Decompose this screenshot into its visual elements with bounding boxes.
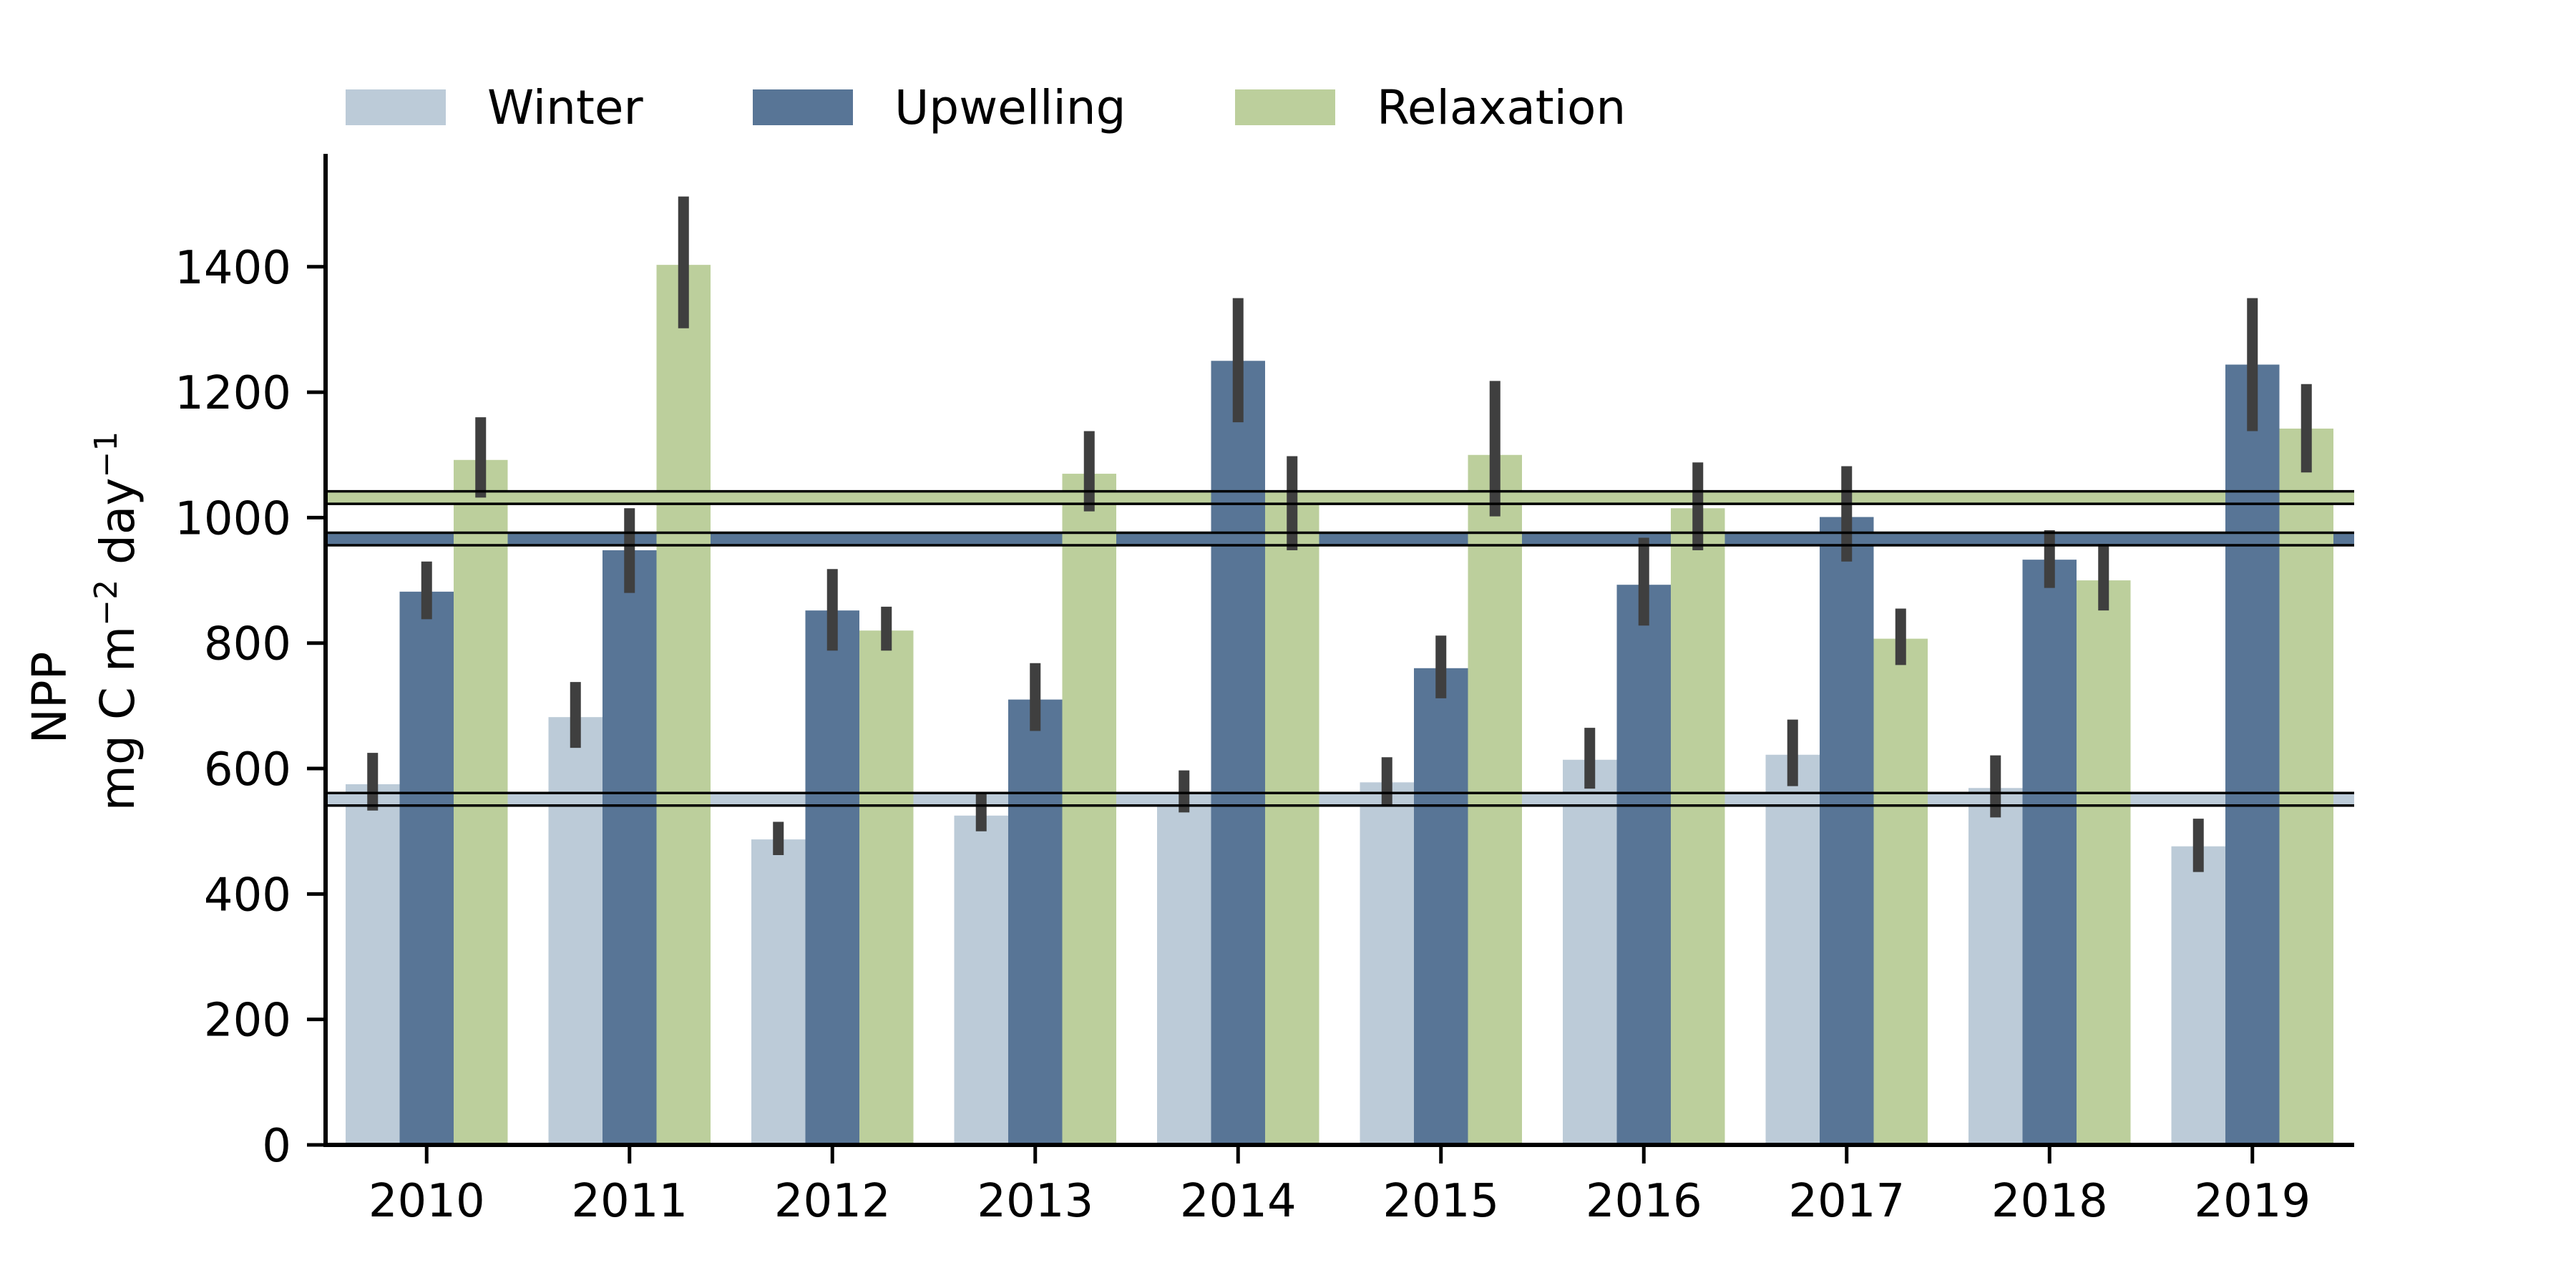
y-tick-label-200: 200 [204, 995, 291, 1048]
bar-upwelling-2019 [2225, 364, 2280, 1146]
x-tick-label-2019: 2019 [2194, 1175, 2311, 1228]
y-axis-label-line1: NPP [22, 652, 77, 744]
y-tick-label-1400: 1400 [175, 242, 291, 295]
legend-label-upwelling: Upwelling [894, 80, 1126, 135]
bar-relaxation-2019 [2279, 428, 2333, 1145]
y-axis-label-line2: mg C m−2 day−1 [88, 431, 145, 811]
x-ticks: 2010 2011 2012 2013 2014 2015 2016 2017 2018 2019 [369, 1145, 2311, 1228]
y-tick-label-600: 600 [204, 743, 291, 796]
legend-label-winter: Winter [487, 80, 643, 135]
bar-winter-2015 [1360, 782, 1414, 1145]
y-axis-label: NPP mg C m−2 day−1 [22, 431, 145, 811]
mean-band-relaxation [326, 491, 2354, 504]
legend-swatch-upwelling [753, 89, 853, 125]
bar-upwelling-2013 [1008, 699, 1063, 1145]
y-ticks: 0 200 400 600 800 1000 1200 1400 [175, 242, 326, 1173]
bar-relaxation-2017 [1873, 638, 1928, 1145]
bars [346, 265, 2333, 1146]
bar-winter-2013 [954, 815, 1008, 1145]
legend-swatch-relaxation [1235, 89, 1335, 125]
bar-upwelling-2016 [1616, 585, 1671, 1145]
x-tick-label-2012: 2012 [774, 1175, 891, 1228]
x-tick-label-2013: 2013 [977, 1175, 1093, 1228]
y-tick-label-400: 400 [204, 869, 291, 922]
x-tick-label-2017: 2017 [1788, 1175, 1905, 1228]
bar-relaxation-2010 [454, 459, 508, 1145]
bar-upwelling-2014 [1211, 361, 1265, 1145]
legend-label-relaxation: Relaxation [1377, 80, 1626, 135]
y-tick-label-1200: 1200 [175, 367, 291, 420]
mean-lines [326, 489, 2354, 807]
y-tick-label-800: 800 [204, 618, 291, 671]
bar-relaxation-2013 [1062, 474, 1116, 1145]
y-tick-label-1000: 1000 [175, 492, 291, 545]
x-tick-label-2010: 2010 [369, 1175, 485, 1228]
bar-winter-2017 [1765, 754, 1820, 1145]
y-tick-label-0: 0 [262, 1120, 291, 1173]
bar-upwelling-2011 [602, 550, 657, 1145]
bar-relaxation-2012 [859, 630, 914, 1145]
bar-winter-2010 [346, 784, 400, 1145]
legend: Winter Upwelling Relaxation [346, 80, 1626, 135]
bar-winter-2019 [2171, 846, 2225, 1145]
bar-winter-2018 [1968, 788, 2023, 1145]
bar-relaxation-2014 [1265, 504, 1319, 1145]
bar-relaxation-2018 [2077, 580, 2131, 1145]
x-tick-label-2014: 2014 [1180, 1175, 1297, 1228]
bar-winter-2011 [548, 717, 602, 1145]
bar-relaxation-2011 [656, 265, 711, 1146]
bar-winter-2016 [1563, 759, 1617, 1145]
bar-upwelling-2012 [805, 610, 859, 1145]
error-bars [367, 196, 2312, 872]
bar-upwelling-2010 [399, 591, 454, 1145]
x-tick-label-2015: 2015 [1382, 1175, 1499, 1228]
bar-upwelling-2017 [1820, 517, 1874, 1145]
axes [323, 154, 2354, 1147]
bar-relaxation-2015 [1468, 454, 1522, 1145]
bar-winter-2012 [751, 839, 806, 1145]
bar-relaxation-2016 [1671, 508, 1725, 1145]
bar-upwelling-2018 [2022, 560, 2077, 1145]
bar-upwelling-2015 [1414, 668, 1468, 1145]
x-tick-label-2011: 2011 [571, 1175, 688, 1228]
x-tick-label-2016: 2016 [1586, 1175, 1702, 1228]
x-tick-label-2018: 2018 [1991, 1175, 2108, 1228]
legend-swatch-winter [346, 89, 446, 125]
bar-winter-2014 [1157, 792, 1211, 1145]
